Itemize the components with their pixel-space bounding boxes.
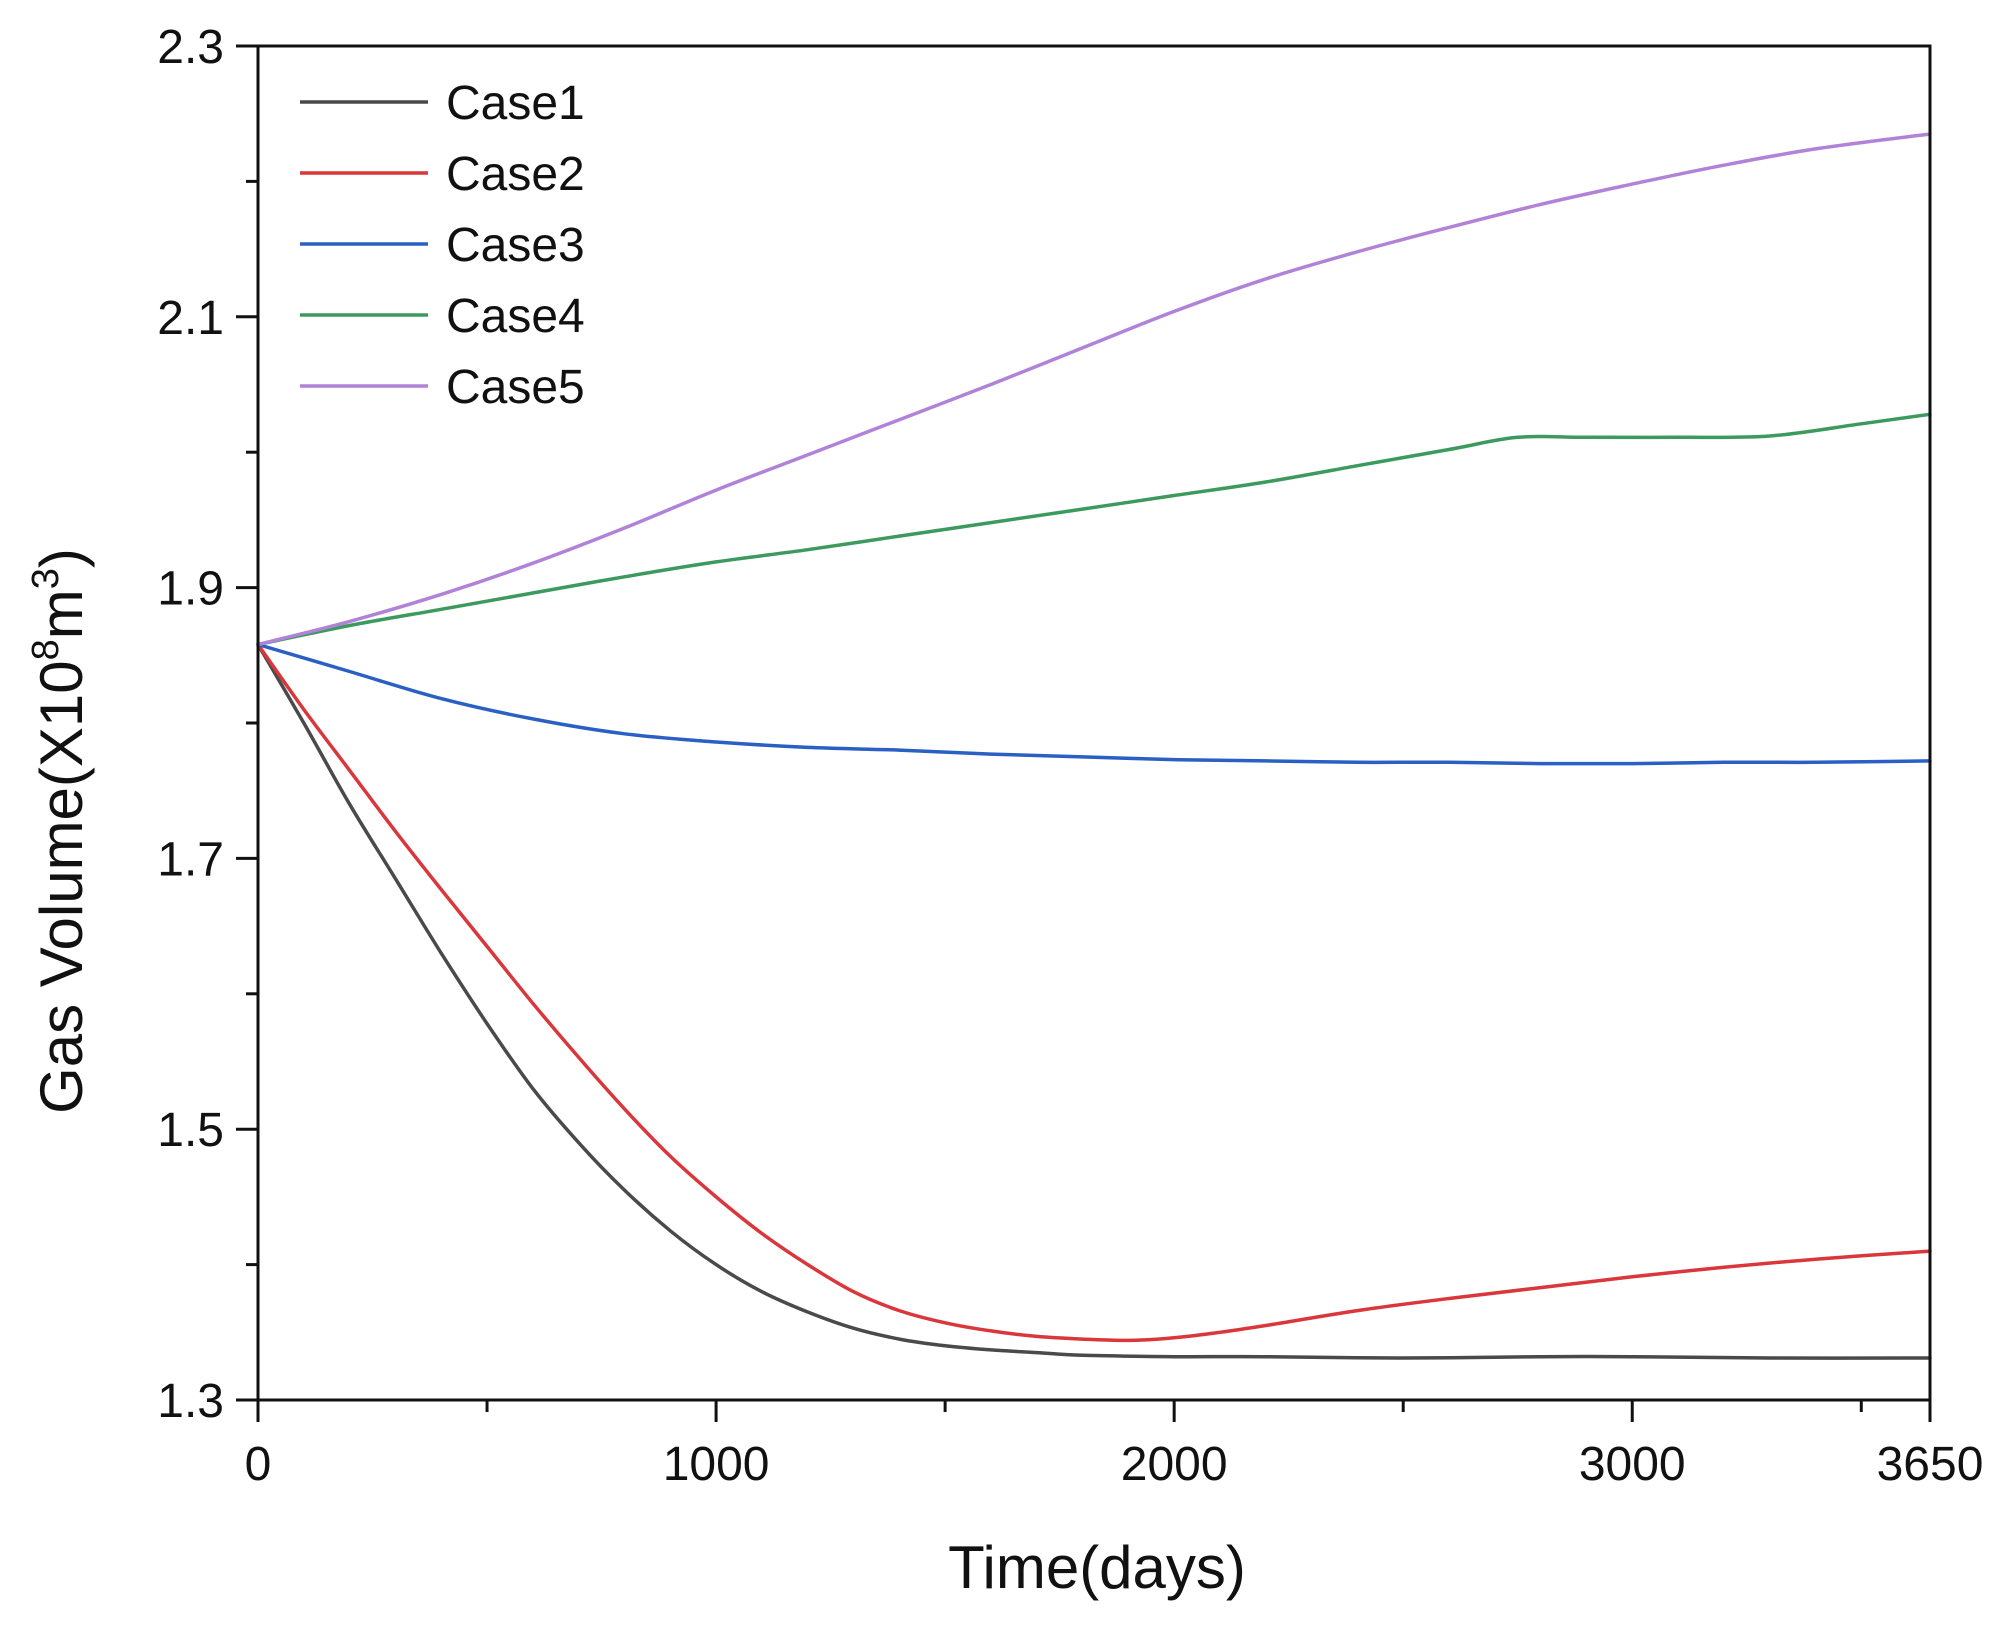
y-axis-title-prefix: Gas Volume(X10 <box>28 660 95 1114</box>
y-axis-title-exp1: 8 <box>25 639 67 660</box>
y-tick-label: 2.1 <box>157 292 224 345</box>
tick-marks <box>236 44 1932 1422</box>
y-axis-title-exp2: 3 <box>25 568 67 589</box>
y-axis-title-suffix: ) <box>28 548 95 568</box>
legend-label-case1: Case1 <box>446 77 585 130</box>
x-tick-label: 3000 <box>1579 1438 1686 1491</box>
y-axis-title: Gas Volume(X108m3) <box>25 548 95 1114</box>
series-line-case1 <box>256 642 1932 1360</box>
y-axis-title-mid: m <box>28 589 95 639</box>
x-tick-label: 3650 <box>1877 1438 1984 1491</box>
y-tick-label: 2.3 <box>157 21 224 74</box>
plot-frame <box>256 44 1932 1402</box>
series-line-case2 <box>256 642 1932 1343</box>
y-tick-label: 1.7 <box>157 833 224 886</box>
legend-label-case3: Case3 <box>446 219 585 272</box>
x-tick-label: 2000 <box>1121 1438 1228 1491</box>
series-line-case5 <box>256 132 1932 647</box>
x-tick-label: 1000 <box>663 1438 770 1491</box>
legend-label-case4: Case4 <box>446 290 585 343</box>
y-tick-label: 1.5 <box>157 1104 224 1157</box>
y-tick-label: 1.3 <box>157 1375 224 1428</box>
y-tick-label: 1.9 <box>157 563 224 616</box>
series-line-case3 <box>256 642 1932 766</box>
legend-label-case5: Case5 <box>446 361 585 414</box>
series-line-case4 <box>256 412 1932 647</box>
tick-labels: 0 1000 2000 3000 3650 1.3 1.5 1.7 1.9 2.1 2.3 <box>157 21 1983 1491</box>
series-lines <box>256 132 1932 1360</box>
x-axis-title: Time(days) <box>948 1534 1246 1601</box>
legend: Case1 Case2 Case3 Case4 Case5 <box>300 77 585 414</box>
x-tick-label: 0 <box>245 1438 272 1491</box>
legend-label-case2: Case2 <box>446 148 585 201</box>
